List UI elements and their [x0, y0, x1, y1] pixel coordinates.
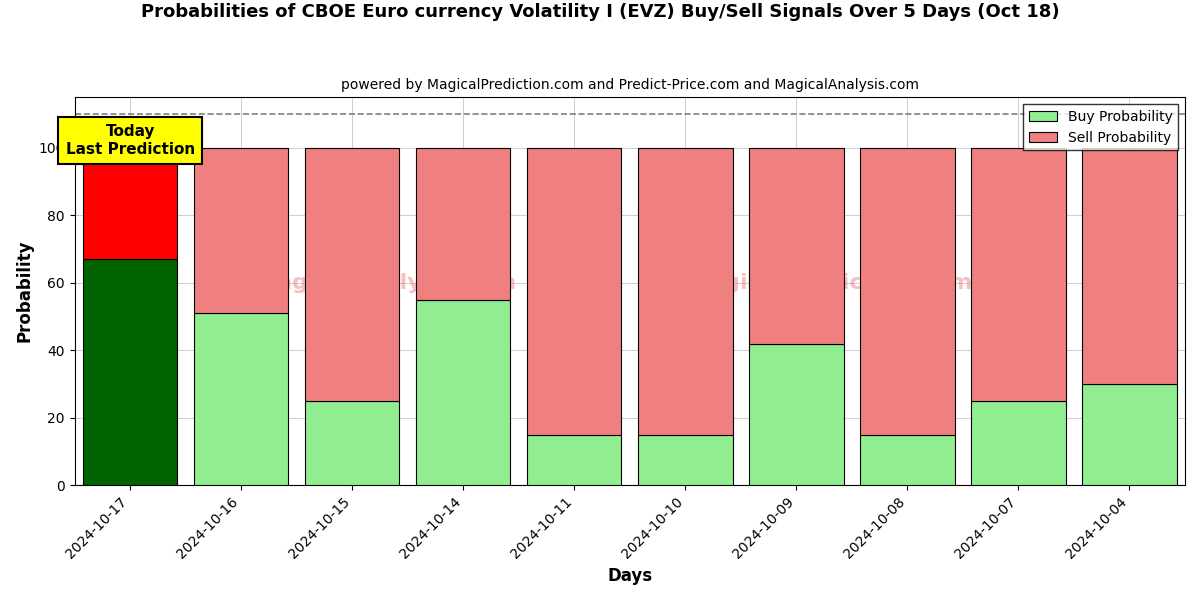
- Bar: [749, 148, 844, 344]
- Text: MagicalPrediction.com: MagicalPrediction.com: [688, 274, 972, 293]
- Bar: [638, 434, 732, 485]
- Text: Probabilities of CBOE Euro currency Volatility I (EVZ) Buy/Sell Signals Over 5 D: Probabilities of CBOE Euro currency Vola…: [140, 3, 1060, 21]
- Bar: [860, 434, 955, 485]
- Bar: [527, 434, 622, 485]
- Bar: [860, 148, 955, 434]
- Bar: [971, 148, 1066, 401]
- Bar: [305, 148, 400, 401]
- X-axis label: Days: Days: [607, 567, 653, 585]
- Bar: [305, 401, 400, 485]
- Text: Today
Last Prediction: Today Last Prediction: [66, 124, 194, 157]
- Text: MagicalAnalysis.com: MagicalAnalysis.com: [254, 274, 516, 293]
- Bar: [971, 401, 1066, 485]
- Title: powered by MagicalPrediction.com and Predict-Price.com and MagicalAnalysis.com: powered by MagicalPrediction.com and Pre…: [341, 78, 919, 92]
- Bar: [416, 148, 510, 299]
- Bar: [638, 148, 732, 434]
- Bar: [527, 148, 622, 434]
- Bar: [194, 148, 288, 313]
- Bar: [83, 148, 178, 259]
- Y-axis label: Probability: Probability: [16, 240, 34, 343]
- Legend: Buy Probability, Sell Probability: Buy Probability, Sell Probability: [1024, 104, 1178, 151]
- Bar: [1082, 148, 1177, 384]
- Bar: [194, 313, 288, 485]
- Bar: [83, 259, 178, 485]
- Bar: [749, 344, 844, 485]
- Bar: [1082, 384, 1177, 485]
- Bar: [416, 299, 510, 485]
